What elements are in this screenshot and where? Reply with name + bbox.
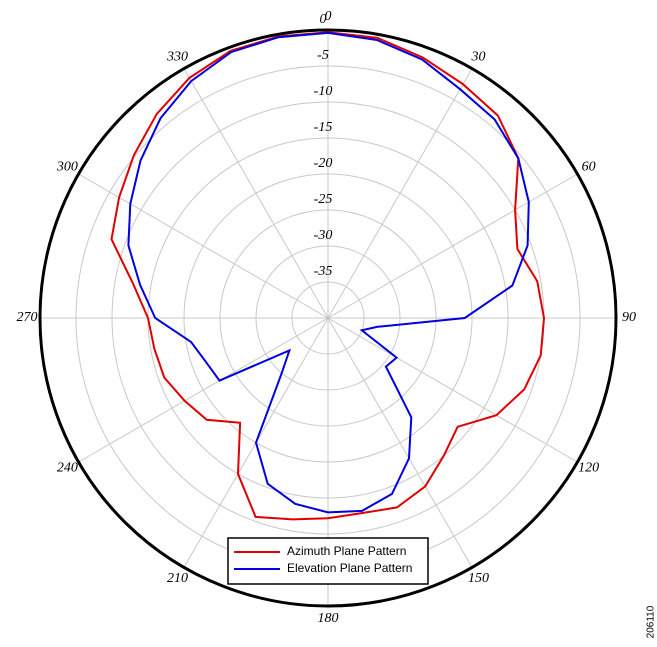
grid-spoke (183, 68, 329, 319)
outer-circle (38, 28, 618, 608)
angle-tick-label: 240 (57, 461, 78, 476)
angle-tick-label: 330 (166, 50, 188, 65)
pattern-line (110, 31, 546, 521)
r-tick-label: -35 (314, 264, 333, 279)
angle-tick-label: 210 (167, 571, 188, 586)
angle-tick-label: 180 (318, 611, 339, 626)
r-tick-label: 0 (320, 12, 327, 27)
r-tick-label: -20 (314, 156, 333, 171)
legend: Azimuth Plane Pattern Elevation Plane Pat… (227, 537, 429, 585)
angle-tick-label: 30 (471, 50, 486, 65)
figure-id: 206110 (646, 605, 657, 638)
angle-tick-label: 0 (325, 9, 332, 24)
pattern-line (127, 31, 530, 514)
angle-tick-label: 60 (582, 160, 596, 175)
grid-spoke (327, 68, 473, 319)
grid-spoke (327, 317, 578, 463)
r-tick-label: -5 (317, 48, 329, 63)
r-tick-label: -25 (314, 192, 333, 207)
angle-tick-label: 300 (56, 160, 78, 175)
r-tick-label: -30 (314, 228, 333, 243)
r-tick-label: -10 (314, 84, 333, 99)
angle-tick-label: 150 (468, 571, 489, 586)
legend-box (227, 537, 429, 585)
legend-label: Azimuth Plane Pattern (287, 544, 406, 558)
angle-tick-label: 270 (17, 310, 38, 325)
grid-spoke (327, 173, 578, 319)
legend-label: Elevation Plane Pattern (287, 561, 412, 575)
grid-spoke (327, 317, 473, 568)
angle-tick-label: 120 (578, 461, 599, 476)
grid-spoke (78, 173, 329, 319)
grid-spoke (78, 317, 329, 463)
r-tick-label: -15 (314, 120, 333, 135)
angle-tick-label: 90 (622, 310, 636, 325)
